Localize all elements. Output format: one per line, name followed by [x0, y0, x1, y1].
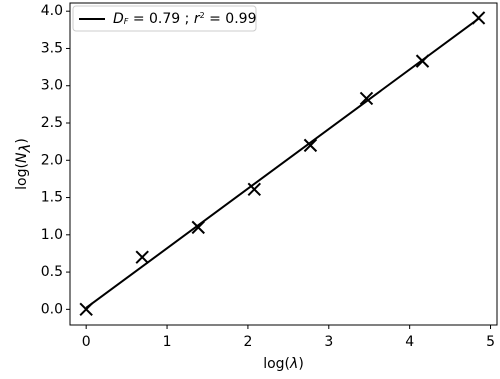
legend-part: r — [194, 11, 201, 27]
y-tick-label: 2.0 — [41, 152, 63, 168]
marker — [359, 91, 374, 106]
x-label-part: λ — [289, 356, 298, 372]
x-tick-label: 3 — [324, 334, 333, 350]
x-tick-label: 4 — [405, 334, 414, 350]
y-tick-label: 4.0 — [41, 3, 63, 19]
y-label-part: λ — [16, 144, 34, 154]
y-axis-label: log(Nλ) — [14, 138, 34, 190]
fit-line — [85, 17, 480, 309]
legend-part: F — [124, 17, 129, 26]
x-tick-label: 5 — [486, 334, 495, 350]
x-tick-label: 2 — [243, 334, 252, 350]
y-tick-label: 1.0 — [41, 227, 63, 243]
y-label-part: N — [14, 152, 30, 163]
y-tick-label: 0.0 — [41, 301, 63, 317]
legend-part: 2 — [200, 11, 205, 20]
y-tick-label: 2.5 — [41, 115, 63, 131]
x-tick-label: 0 — [82, 334, 91, 350]
y-tick-label: 1.5 — [41, 190, 63, 206]
y-tick-label: 0.5 — [41, 264, 63, 280]
x-axis-label: log(λ) — [263, 356, 304, 372]
y-tick-label: 3.5 — [41, 40, 63, 56]
x-tick-label: 1 — [163, 334, 172, 350]
legend-box — [72, 5, 257, 32]
legend-label: DF = 0.79 ; r2 = 0.99 — [113, 11, 256, 27]
marker — [135, 250, 149, 264]
marker — [247, 182, 262, 197]
x-label-part: ) — [298, 356, 303, 372]
legend-part: D — [113, 11, 124, 27]
legend-part: = 0.79 ; — [128, 11, 193, 27]
y-label-part: ) — [14, 138, 30, 143]
y-label-part: log( — [14, 163, 30, 190]
marker — [303, 138, 318, 153]
x-label-part: log( — [263, 356, 290, 372]
y-tick-label: 3.0 — [41, 78, 63, 94]
legend-part: = 0.99 — [205, 11, 257, 27]
plot-frame — [69, 2, 498, 326]
